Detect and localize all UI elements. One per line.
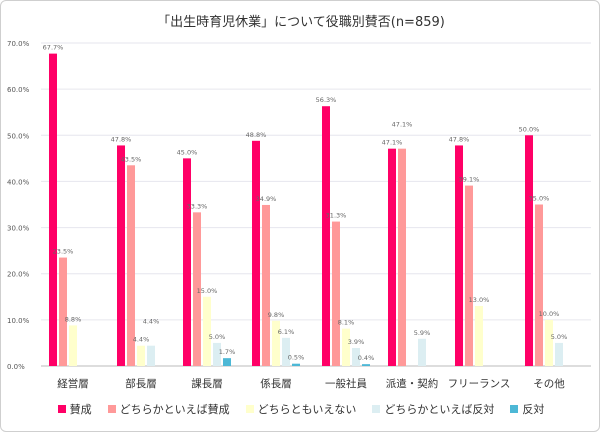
legend-swatch [372,405,381,413]
legend-label: 反対 [522,403,545,416]
y-tick-label: 70.0% [7,40,30,48]
y-tick-label: 10.0% [7,317,30,325]
data-label: 31.3% [326,212,347,220]
y-tick-label: 40.0% [7,178,30,186]
data-label: 56.3% [316,96,337,104]
bar-4 [362,364,370,366]
legend-swatch [107,405,116,413]
data-label: 1.7% [219,348,236,356]
bar-3 [147,345,155,366]
legend-item: どちらともいえない [245,401,357,417]
bar-4 [292,363,300,366]
data-label: 47.8% [111,135,132,143]
data-label: 34.9% [256,195,277,203]
y-tick-label: 0.0% [7,363,25,371]
data-label: 33.3% [187,202,208,210]
bar-2 [69,325,77,366]
bar-1 [398,148,406,366]
data-label: 23.5% [53,248,74,256]
legend-label: どちらともいえない [257,403,357,416]
legend-label: 賛成 [69,403,92,416]
y-tick-label: 50.0% [7,132,30,140]
data-label: 45.0% [177,148,198,156]
legend: 賛成 どちらかといえば賛成 どちらともいえない どちらかといえば反対 反対 [1,401,599,417]
bar-3 [213,342,221,366]
legend-item: どちらかといえば賛成 [107,401,230,417]
legend-swatch [245,405,254,413]
bar-2 [137,345,145,366]
bar-1 [193,212,201,366]
data-label: 43.5% [121,155,142,163]
data-label: 35.0% [529,195,550,203]
data-label: 9.8% [268,311,285,319]
category-label: 一般社員 [325,377,367,390]
y-tick-label: 60.0% [7,86,30,94]
data-label: 3.9% [348,338,365,346]
data-label: 4.4% [143,318,160,326]
bar-0 [183,158,191,366]
bar-0 [117,145,125,366]
bar-3 [418,338,426,366]
legend-item: 賛成 [57,401,92,417]
bar-2 [203,296,211,366]
bar-4 [223,358,231,366]
bar-3 [555,342,563,366]
data-label: 47.1% [382,139,403,147]
bar-2 [545,319,553,366]
bar-0 [49,53,57,367]
bar-1 [262,204,270,366]
bar-0 [388,148,396,366]
bar-2 [342,328,350,366]
bar-0 [455,145,463,366]
bar-1 [535,204,543,366]
legend-item: どちらかといえば反対 [372,401,494,417]
data-label: 8.8% [65,315,82,323]
bar-1 [332,221,340,366]
bar-0 [525,135,533,366]
data-label: 50.0% [519,125,540,133]
category-label: 経営層 [57,377,89,390]
bar-3 [282,337,290,366]
legend-swatch [57,405,66,413]
legend-swatch [510,405,519,413]
data-label: 13.0% [469,296,490,304]
data-label: 0.4% [358,354,375,362]
data-label: 5.0% [551,333,568,341]
bar-1 [127,165,135,366]
category-label: その他 [533,377,565,390]
category-label: 課長層 [191,377,223,390]
legend-label: どちらかといえば賛成 [119,403,230,416]
data-label: 8.1% [338,319,355,327]
bar-1 [465,185,473,366]
data-label: 5.9% [414,329,431,337]
category-label: 係長層 [260,378,292,390]
data-label: 5.0% [209,333,226,341]
data-label: 6.1% [278,328,295,336]
y-tick-label: 20.0% [7,271,30,279]
legend-label: どちらかといえば反対 [384,403,495,416]
data-label: 0.5% [288,354,305,362]
data-label: 47.8% [449,135,470,143]
data-label: 4.4% [133,336,150,344]
category-label: フリーランス [448,378,511,390]
bar-1 [59,257,67,366]
bar-3 [352,348,360,366]
category-label: 派遣・契約 [386,377,439,390]
bar-2 [272,320,280,366]
data-label: 67.7% [43,44,64,52]
data-label: 47.1% [392,121,413,129]
legend-item: 反対 [510,401,544,417]
bar-2 [475,306,483,366]
data-label: 39.1% [459,176,480,184]
data-label: 48.8% [246,131,267,139]
category-label: 部長層 [125,377,157,390]
chart-title: 「出生時育児休業」について役職別賛否(n=859) [157,15,445,30]
bar-0 [252,140,260,366]
y-tick-label: 30.0% [7,225,30,233]
bar-0 [322,106,330,367]
data-label: 10.0% [539,310,560,318]
data-label: 15.0% [197,287,218,295]
